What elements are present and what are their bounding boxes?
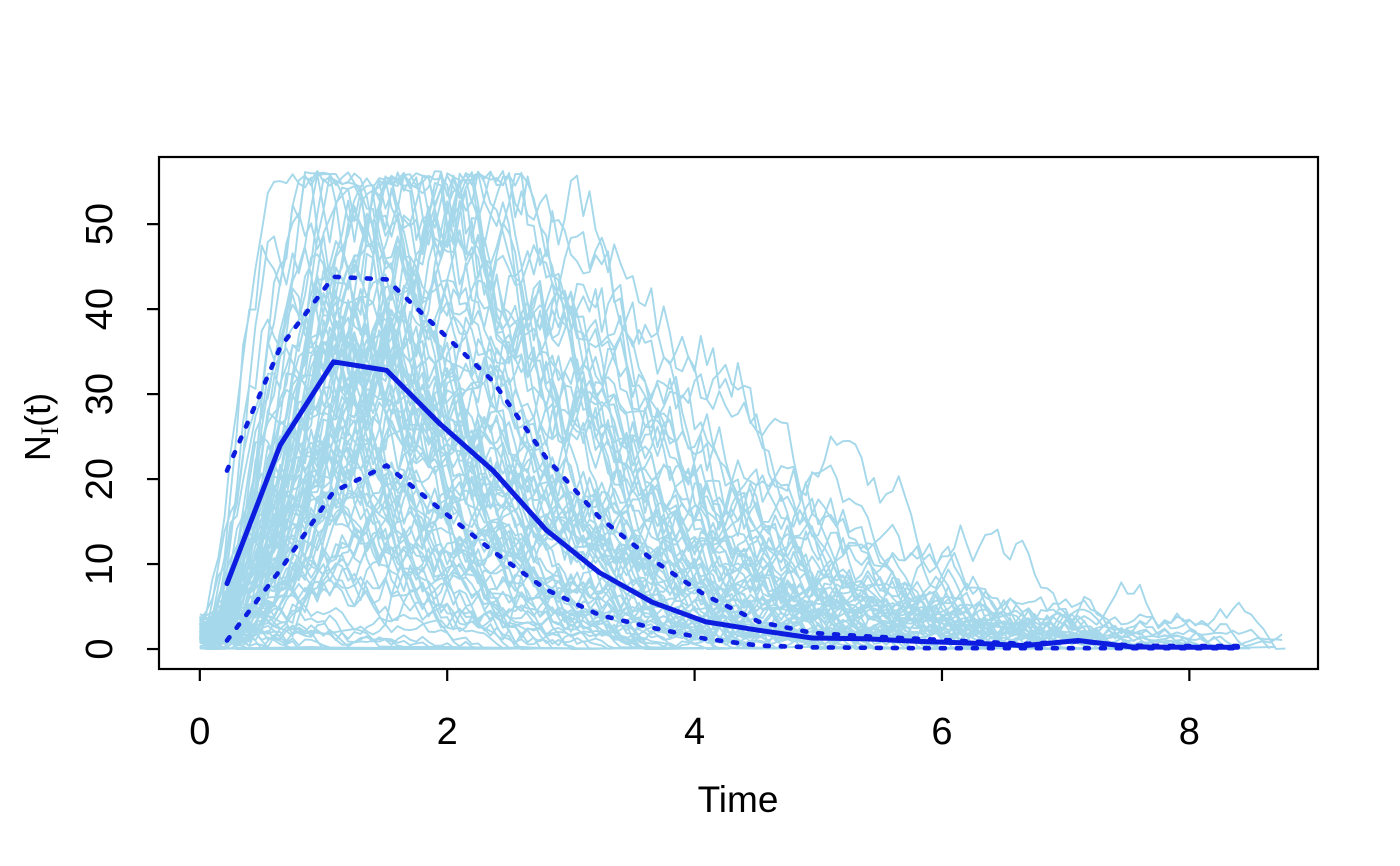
upper-quantile-line bbox=[224, 274, 1240, 649]
lower-quantile-line bbox=[224, 463, 1240, 651]
trajectory-line bbox=[199, 563, 563, 650]
trajectory-line bbox=[199, 170, 1111, 650]
trajectory-line bbox=[199, 645, 1276, 650]
trajectory-line bbox=[199, 284, 1241, 650]
y-axis-label-rest: (t) bbox=[17, 393, 58, 427]
y-tick-label: 30 bbox=[79, 373, 121, 415]
trajectory-line bbox=[199, 170, 1161, 650]
y-axis-label-subscript: I bbox=[37, 427, 64, 435]
y-tick-label: 50 bbox=[79, 203, 121, 245]
trajectory-line bbox=[199, 395, 978, 650]
trajectory-line bbox=[199, 526, 1042, 650]
data-lines bbox=[198, 170, 1286, 651]
y-tick-label: 20 bbox=[79, 458, 121, 500]
x-axis-label: Time bbox=[698, 779, 779, 820]
trajectory-line bbox=[199, 170, 537, 650]
trajectory-line bbox=[199, 383, 836, 650]
trajectory-line bbox=[199, 187, 1064, 650]
y-tick-label: 40 bbox=[79, 288, 121, 330]
trajectory-line bbox=[199, 445, 552, 650]
trajectory-line bbox=[199, 171, 724, 650]
axis-ticks: 0 2 4 6 8 0 10 20 30 40 50 bbox=[79, 203, 1200, 753]
plot-frame bbox=[157, 155, 1320, 671]
trajectory-line bbox=[199, 229, 1209, 650]
y-axis-label: NI(t) bbox=[17, 393, 64, 461]
trajectory-line bbox=[199, 338, 575, 650]
trajectory-line bbox=[199, 171, 895, 650]
x-tick-label: 8 bbox=[1179, 711, 1200, 753]
trajectory-line bbox=[199, 177, 853, 650]
y-tick-label: 10 bbox=[79, 543, 121, 585]
x-tick-label: 6 bbox=[931, 711, 952, 753]
trajectory-line bbox=[199, 253, 678, 650]
x-tick-label: 2 bbox=[437, 711, 458, 753]
y-tick-label: 0 bbox=[79, 638, 121, 659]
x-tick-label: 4 bbox=[684, 711, 705, 753]
trajectory-line bbox=[199, 449, 668, 650]
y-axis-label-base: N bbox=[17, 435, 58, 461]
x-tick-label: 0 bbox=[189, 711, 210, 753]
trajectory-line bbox=[199, 419, 581, 650]
mean-line bbox=[224, 359, 1241, 650]
trajectory-line bbox=[199, 316, 987, 650]
